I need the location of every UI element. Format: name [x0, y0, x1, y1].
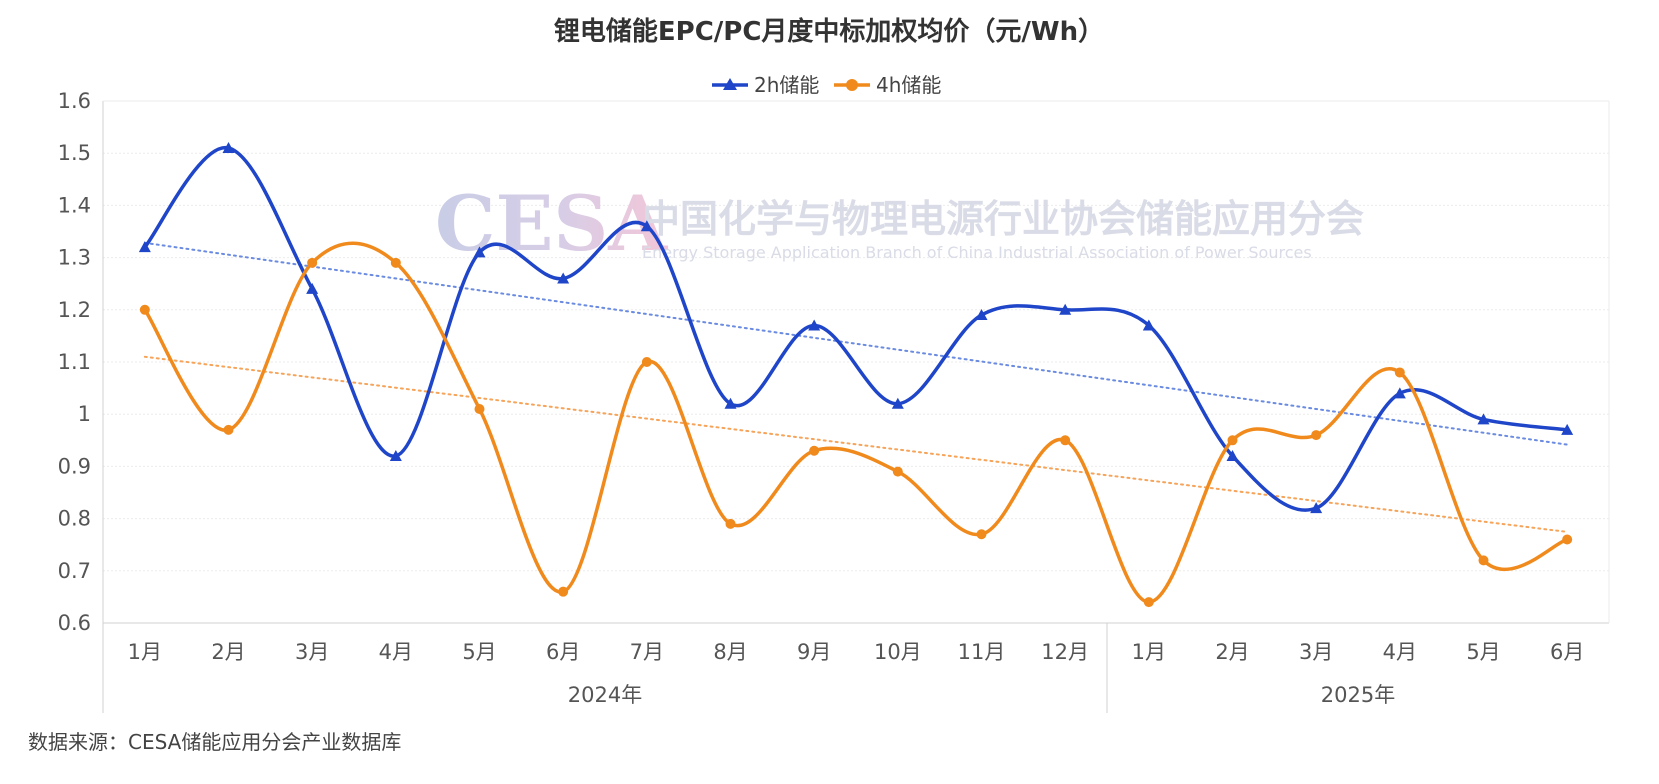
y-tick-label: 0.6: [58, 611, 91, 635]
point-4h: [1562, 534, 1573, 545]
point-4h: [474, 403, 485, 414]
point-4h: [1394, 367, 1405, 378]
watermark-name: 中国化学与物理电源行业协会储能应用分会: [642, 197, 1364, 241]
x-tick-label: 1月: [1132, 640, 1166, 664]
y-tick-label: 1.5: [58, 141, 91, 165]
x-tick-label: 5月: [1466, 640, 1500, 664]
legend-label: 2h储能: [754, 73, 819, 97]
x-tick-label: 2月: [1215, 640, 1249, 664]
trendlines: [143, 241, 1569, 533]
point-2h: [138, 241, 151, 253]
point-4h: [892, 466, 903, 477]
trendline-2h: [143, 241, 1569, 446]
y-tick-label: 1.2: [58, 298, 91, 322]
y-tick-label: 0.7: [58, 559, 91, 583]
point-4h: [307, 257, 318, 268]
x-axis: 1月 2月 3月 4月 5月 6月 7月 8月 9月 10月 11月 12月 1月 2月 3月 4月 5月 6月 2…: [128, 623, 1584, 713]
point-4h: [390, 257, 401, 268]
point-2h: [473, 246, 486, 258]
point-4h: [641, 357, 652, 367]
x-group-label: 2025年: [1321, 683, 1395, 707]
x-tick-label: 10月: [874, 640, 922, 664]
y-tick-label: 1.4: [58, 193, 91, 217]
x-tick-label: 2月: [211, 640, 245, 664]
x-tick-label: 7月: [630, 640, 664, 664]
legend-marker: [723, 78, 737, 90]
point-4h: [1311, 430, 1322, 441]
x-tick-label: 3月: [295, 640, 329, 664]
y-tick-label: 1.6: [58, 89, 91, 113]
chart-title: 锂电储能EPC/PC月度中标加权均价（元/Wh）: [554, 16, 1104, 47]
point-2h: [808, 319, 821, 331]
point-2h: [1477, 413, 1490, 425]
point-4h: [1143, 597, 1154, 608]
x-tick-label: 6月: [546, 640, 580, 664]
x-group-label: 2024年: [568, 683, 642, 707]
point-2h: [724, 397, 737, 409]
legend-label: 4h储能: [876, 73, 941, 97]
y-tick-label: 1.1: [58, 350, 91, 374]
x-tick-label: 3月: [1299, 640, 1333, 664]
point-2h: [1226, 449, 1239, 461]
legend-item-2h[interactable]: 2h储能: [712, 73, 819, 97]
y-tick-label: 0.9: [58, 454, 91, 478]
point-4h: [1478, 555, 1489, 566]
x-tick-label: 9月: [797, 640, 831, 664]
data-source: 数据来源：CESA储能应用分会产业数据库: [28, 730, 401, 754]
legend-marker: [846, 79, 858, 91]
point-4h: [223, 424, 234, 435]
x-tick-label: 8月: [713, 640, 747, 664]
point-2h: [1393, 387, 1406, 399]
y-axis: 0.6 0.7 0.8 0.9 1 1.1 1.2 1.3 1.4 1.5 1.6: [58, 89, 91, 635]
point-2h: [1059, 303, 1072, 315]
x-tick-label: 6月: [1550, 640, 1584, 664]
point-2h: [1310, 502, 1323, 514]
point-4h: [1060, 435, 1071, 446]
point-4h: [558, 586, 569, 597]
point-4h: [809, 445, 820, 456]
trendline-4h: [143, 355, 1569, 533]
legend: 2h储能 4h储能: [712, 73, 941, 97]
series-markers: [138, 141, 1574, 608]
grid: [102, 100, 1610, 713]
x-tick-label: 4月: [379, 640, 413, 664]
x-tick-label: 12月: [1041, 640, 1089, 664]
point-2h: [1561, 423, 1574, 435]
watermark: CESA 中国化学与物理电源行业协会储能应用分会 Energy Storage …: [435, 179, 1364, 268]
watermark-name-en: Energy Storage Application Branch of Chi…: [642, 243, 1312, 262]
point-2h: [640, 220, 653, 232]
point-4h: [725, 518, 736, 529]
x-tick-label: 4月: [1383, 640, 1417, 664]
point-2h: [557, 272, 570, 284]
series-line-4h: [143, 241, 1568, 604]
y-tick-label: 1: [78, 402, 91, 426]
point-4h: [976, 529, 987, 540]
point-2h: [222, 141, 235, 153]
point-2h: [389, 449, 402, 461]
x-tick-label: 1月: [128, 640, 162, 664]
point-4h: [1227, 435, 1238, 446]
point-2h: [975, 309, 988, 321]
y-tick-label: 1.3: [58, 246, 91, 270]
point-4h: [139, 304, 150, 315]
x-tick-label: 11月: [958, 640, 1006, 664]
legend-item-4h[interactable]: 4h储能: [834, 73, 941, 97]
point-2h: [306, 282, 319, 294]
y-tick-label: 0.8: [58, 507, 91, 531]
point-2h: [1142, 319, 1155, 331]
point-2h: [891, 397, 904, 409]
x-tick-label: 5月: [462, 640, 496, 664]
